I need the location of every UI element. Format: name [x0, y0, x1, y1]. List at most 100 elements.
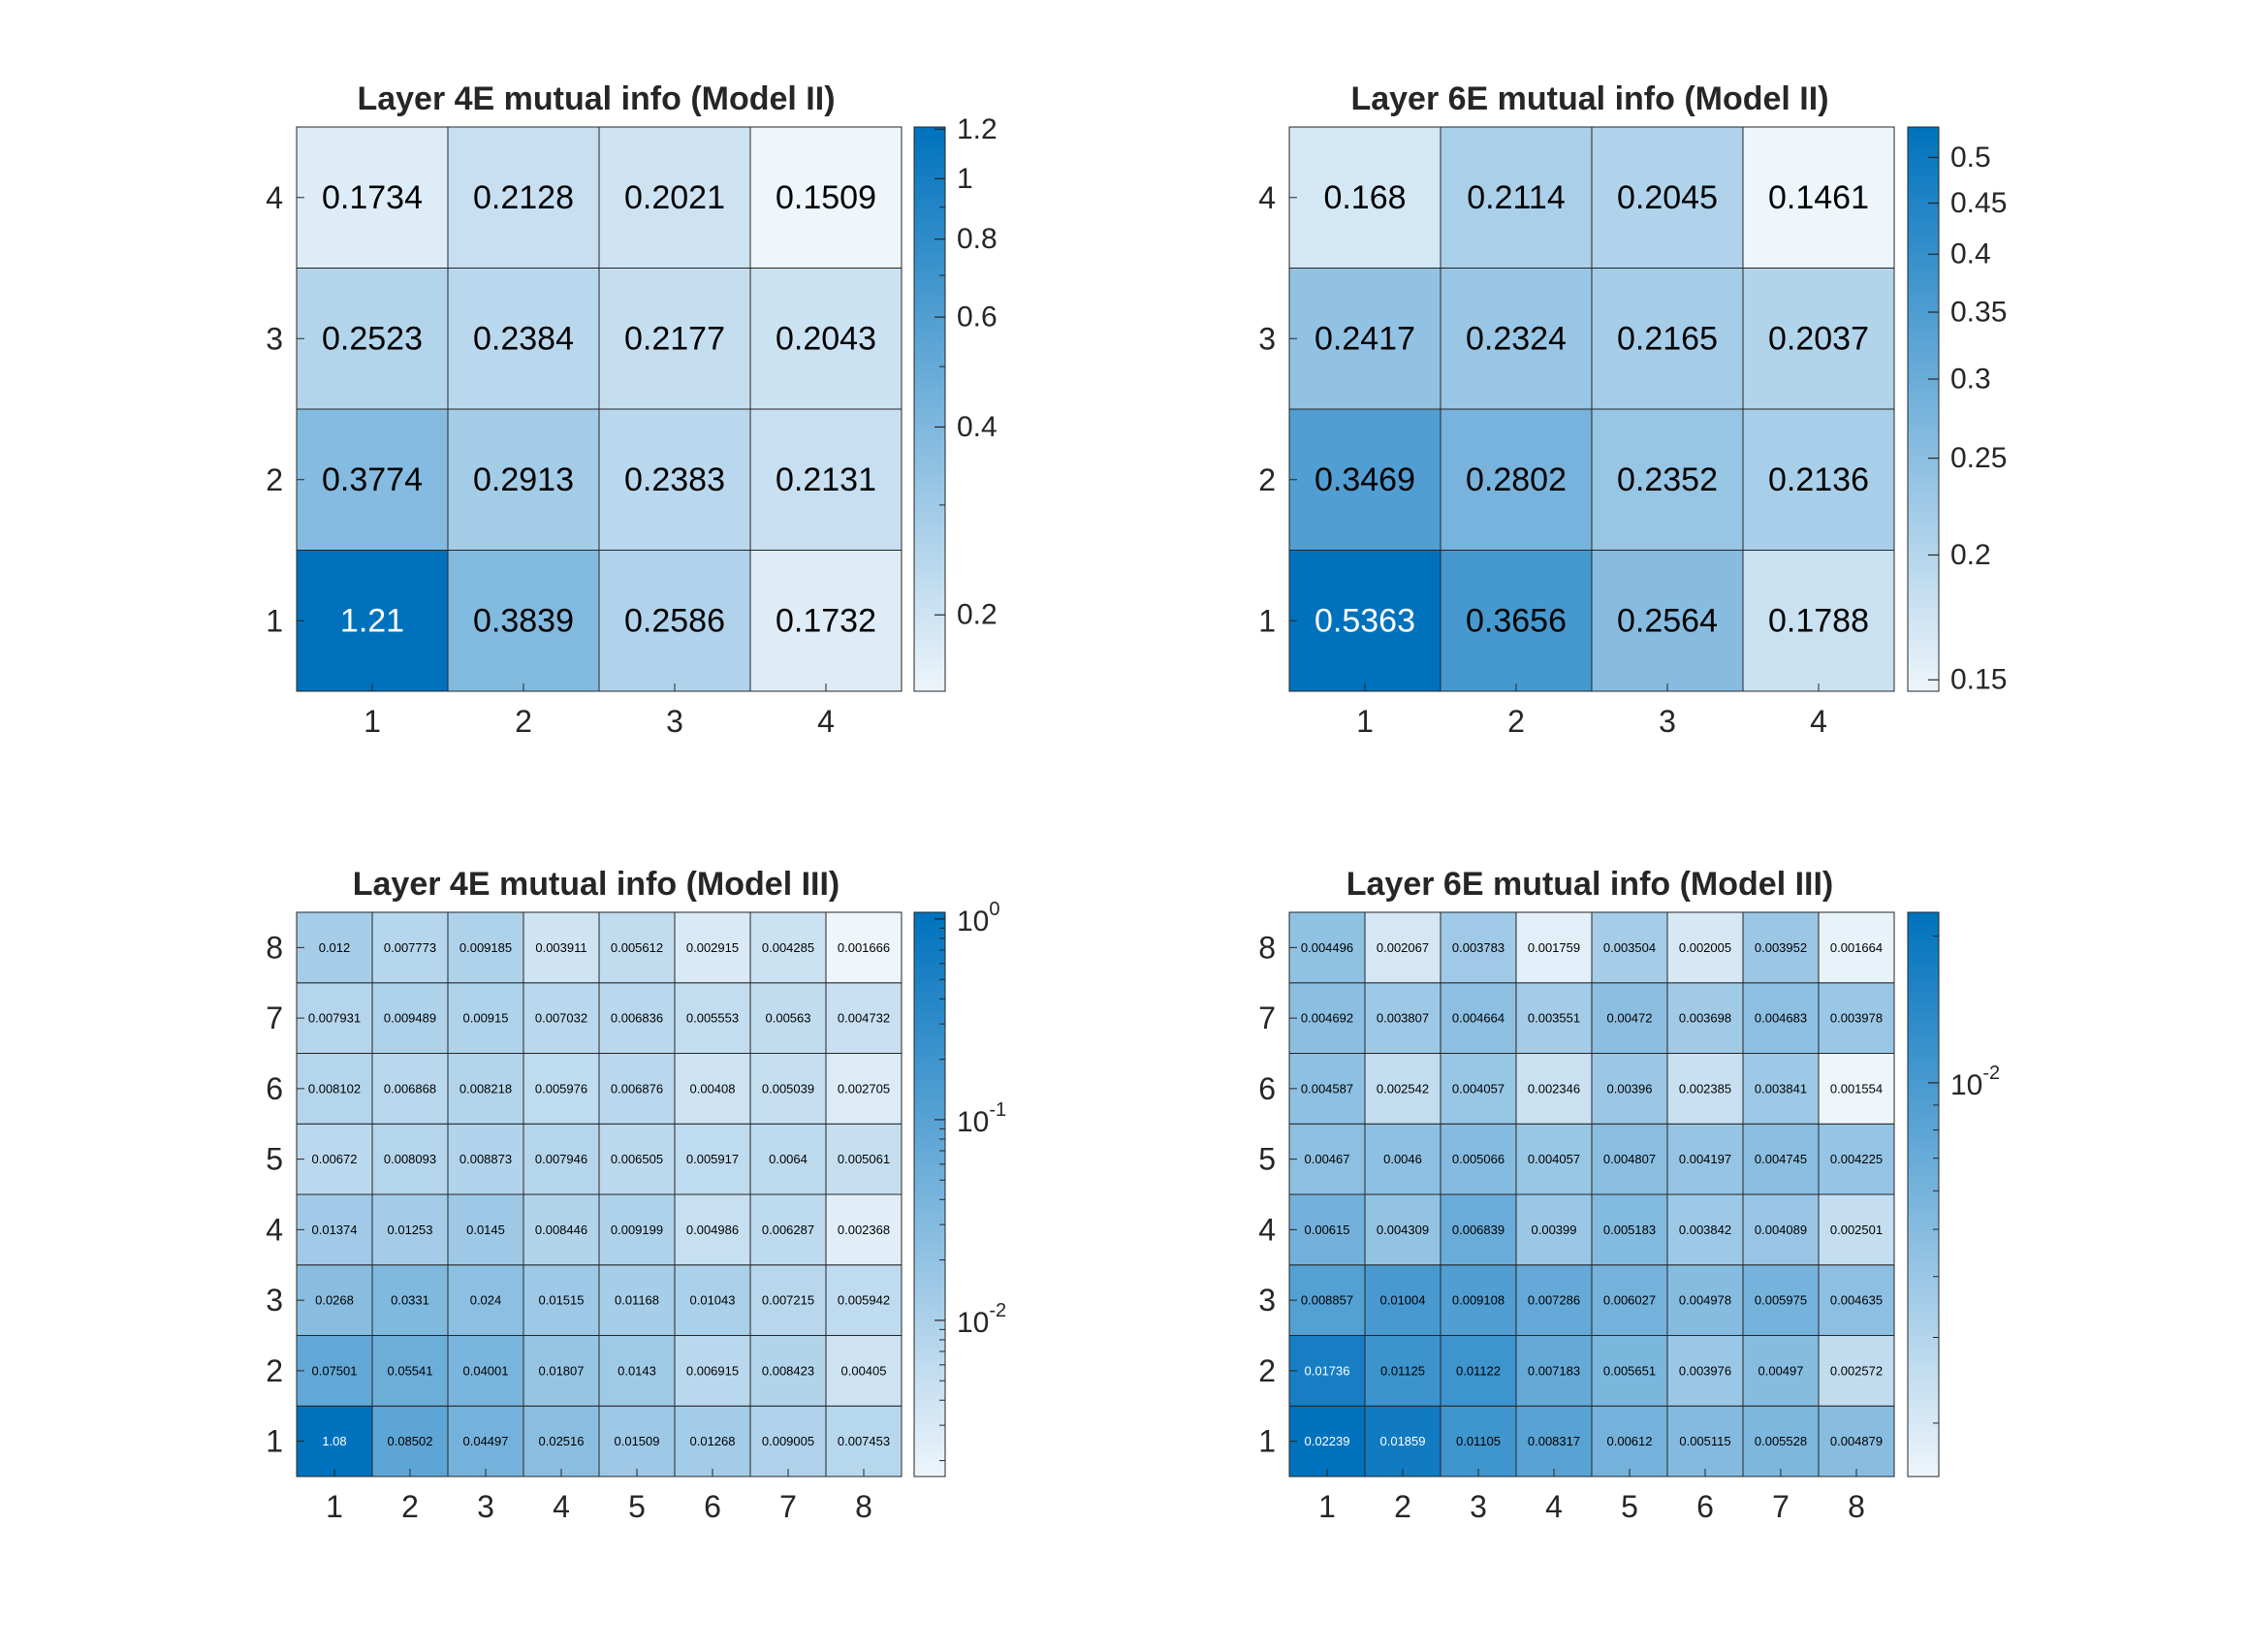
heatmap-cell: [598, 126, 751, 269]
heatmap-cell: [1440, 1405, 1517, 1477]
cell-value-label: 0.005976: [535, 1081, 587, 1096]
colorbar-tick-base: 10: [957, 1307, 989, 1339]
heatmap-cell: [1288, 268, 1441, 410]
cell-value-label: 0.002705: [838, 1081, 890, 1096]
cell-value-label: 0.001664: [1830, 940, 1883, 955]
colorbar-gradient: [913, 126, 946, 692]
cell-value-label: 0.004587: [1301, 1081, 1353, 1096]
heatmap-cell: [523, 1053, 600, 1125]
heatmap-cell: [598, 1335, 676, 1407]
cell-value-label: 0.004057: [1452, 1081, 1505, 1096]
cell-value-label: 0.00472: [1607, 1011, 1653, 1026]
heatmap-cell: [1591, 126, 1744, 269]
cell-value-label: 0.01043: [690, 1293, 736, 1308]
y-tick-label: 3: [1258, 321, 1276, 356]
heatmap-cell: [447, 982, 524, 1054]
cell-value-label: 0.00915: [463, 1011, 509, 1026]
cell-value-label: 0.5363: [1315, 602, 1415, 639]
cell-value-label: 0.0064: [769, 1152, 808, 1166]
colorbar-tick-label: 0.2: [957, 599, 998, 631]
heatmap-cell: [674, 911, 751, 984]
x-tick-label: 1: [364, 704, 381, 739]
heatmap-cell: [825, 1053, 903, 1125]
cell-value-label: 0.003911: [535, 940, 586, 955]
heatmap-cells: 1.21 0.3839 0.2586 0.1732 0.3774 0.2913 0.2383…: [296, 126, 903, 692]
heatmap-cell: [1591, 1335, 1668, 1407]
heatmap-cell: [1440, 1193, 1517, 1266]
cell-value-label: 0.005942: [838, 1293, 890, 1308]
heatmap-cell: [1440, 408, 1593, 551]
heatmap-cell: [749, 268, 903, 410]
cell-value-label: 0.002067: [1377, 940, 1429, 955]
cell-value-label: 0.2383: [624, 461, 725, 498]
y-tick-label: 5: [266, 1142, 283, 1177]
cell-value-label: 0.005651: [1603, 1363, 1656, 1378]
cell-value-label: 0.012: [319, 940, 351, 955]
cell-value-label: 0.004089: [1755, 1223, 1807, 1237]
cell-value-label: 0.1732: [776, 602, 876, 639]
cell-value-label: 0.002572: [1830, 1363, 1883, 1378]
heatmap-cell: [1591, 1405, 1668, 1477]
cell-value-label: 0.01736: [1305, 1363, 1350, 1378]
colorbar-tick-label: 0.5: [1950, 142, 1991, 174]
cell-value-label: 0.002542: [1377, 1081, 1429, 1096]
cell-value-label: 0.2324: [1466, 320, 1567, 357]
cell-value-label: 0.002346: [1528, 1081, 1580, 1096]
panel-layer4e-model2: Layer 4E mutual info (Model II) 1.21 0.38…: [266, 80, 998, 739]
heatmap-cell: [1666, 1405, 1744, 1477]
panel-layer6e-model3: Layer 6E mutual info (Model III) 0.02239…: [1258, 866, 2000, 1524]
cell-value-label: 0.002915: [686, 940, 739, 955]
x-ticks: 1 2 3 4: [1356, 683, 1827, 739]
cell-value-label: 0.004285: [762, 940, 814, 955]
cell-value-label: 0.3656: [1466, 602, 1567, 639]
cell-value-label: 0.005183: [1603, 1223, 1656, 1237]
cell-value-label: 0.01859: [1380, 1434, 1426, 1448]
cell-value-label: 0.004635: [1830, 1293, 1883, 1308]
colorbar-tick-label: 0.2: [1950, 539, 1991, 571]
heatmap-cell: [1288, 1193, 1366, 1266]
heatmap-cell: [1364, 1193, 1441, 1266]
plot-frame: [296, 126, 903, 692]
heatmap-cell: [447, 1264, 524, 1336]
heatmap-cell: [523, 1264, 600, 1336]
colorbar-tick-label: 10-2: [1950, 1063, 2000, 1101]
y-tick-label: 2: [266, 462, 283, 497]
cell-value-label: 0.002368: [838, 1223, 890, 1237]
cell-value-label: 0.008857: [1301, 1293, 1353, 1308]
cell-value-label: 0.0331: [391, 1293, 429, 1308]
heatmap-cell: [371, 1264, 449, 1336]
colorbar-tick-base: 10: [957, 1106, 989, 1138]
cell-value-label: 0.004745: [1755, 1152, 1807, 1166]
x-tick-label: 4: [1810, 704, 1827, 739]
x-tick-label: 5: [1621, 1489, 1638, 1524]
cell-value-label: 0.004807: [1603, 1152, 1656, 1166]
heatmap-cell: [1666, 1264, 1744, 1336]
heatmap-cell: [296, 1405, 373, 1477]
cell-value-label: 0.005612: [611, 940, 663, 955]
cell-value-label: 0.003842: [1679, 1223, 1731, 1237]
x-tick-label: 3: [477, 1489, 494, 1524]
y-tick-label: 4: [1258, 180, 1276, 215]
cell-value-label: 0.005553: [686, 1011, 739, 1026]
panel-layer4e-model3: Layer 4E mutual info (Model III) 1.08 0.0…: [266, 866, 1006, 1524]
cell-value-label: 0.001759: [1528, 940, 1580, 955]
panel-title: Layer 6E mutual info (Model II): [1350, 80, 1828, 117]
colorbar-gradient: [913, 911, 946, 1477]
heatmap-cell: [749, 550, 903, 692]
y-tick-label: 3: [266, 1283, 283, 1318]
cell-value-label: 0.001666: [838, 940, 890, 955]
cell-value-label: 0.005917: [686, 1152, 739, 1166]
cell-value-label: 0.2136: [1768, 461, 1869, 498]
cell-value-label: 1.21: [340, 602, 404, 639]
heatmap-cell: [296, 550, 449, 692]
x-tick-label: 3: [666, 704, 683, 739]
cell-value-label: 0.00612: [1607, 1434, 1653, 1448]
heatmap-cell: [1288, 550, 1441, 692]
heatmap-cell: [1591, 1193, 1668, 1266]
heatmap-cell: [447, 1123, 524, 1195]
cell-value-label: 0.08502: [388, 1434, 433, 1448]
cell-value-label: 0.009489: [384, 1011, 436, 1026]
heatmap-cell: [1515, 1053, 1593, 1125]
cell-value-label: 0.003841: [1755, 1081, 1807, 1096]
cell-value-label: 0.2586: [624, 602, 725, 639]
